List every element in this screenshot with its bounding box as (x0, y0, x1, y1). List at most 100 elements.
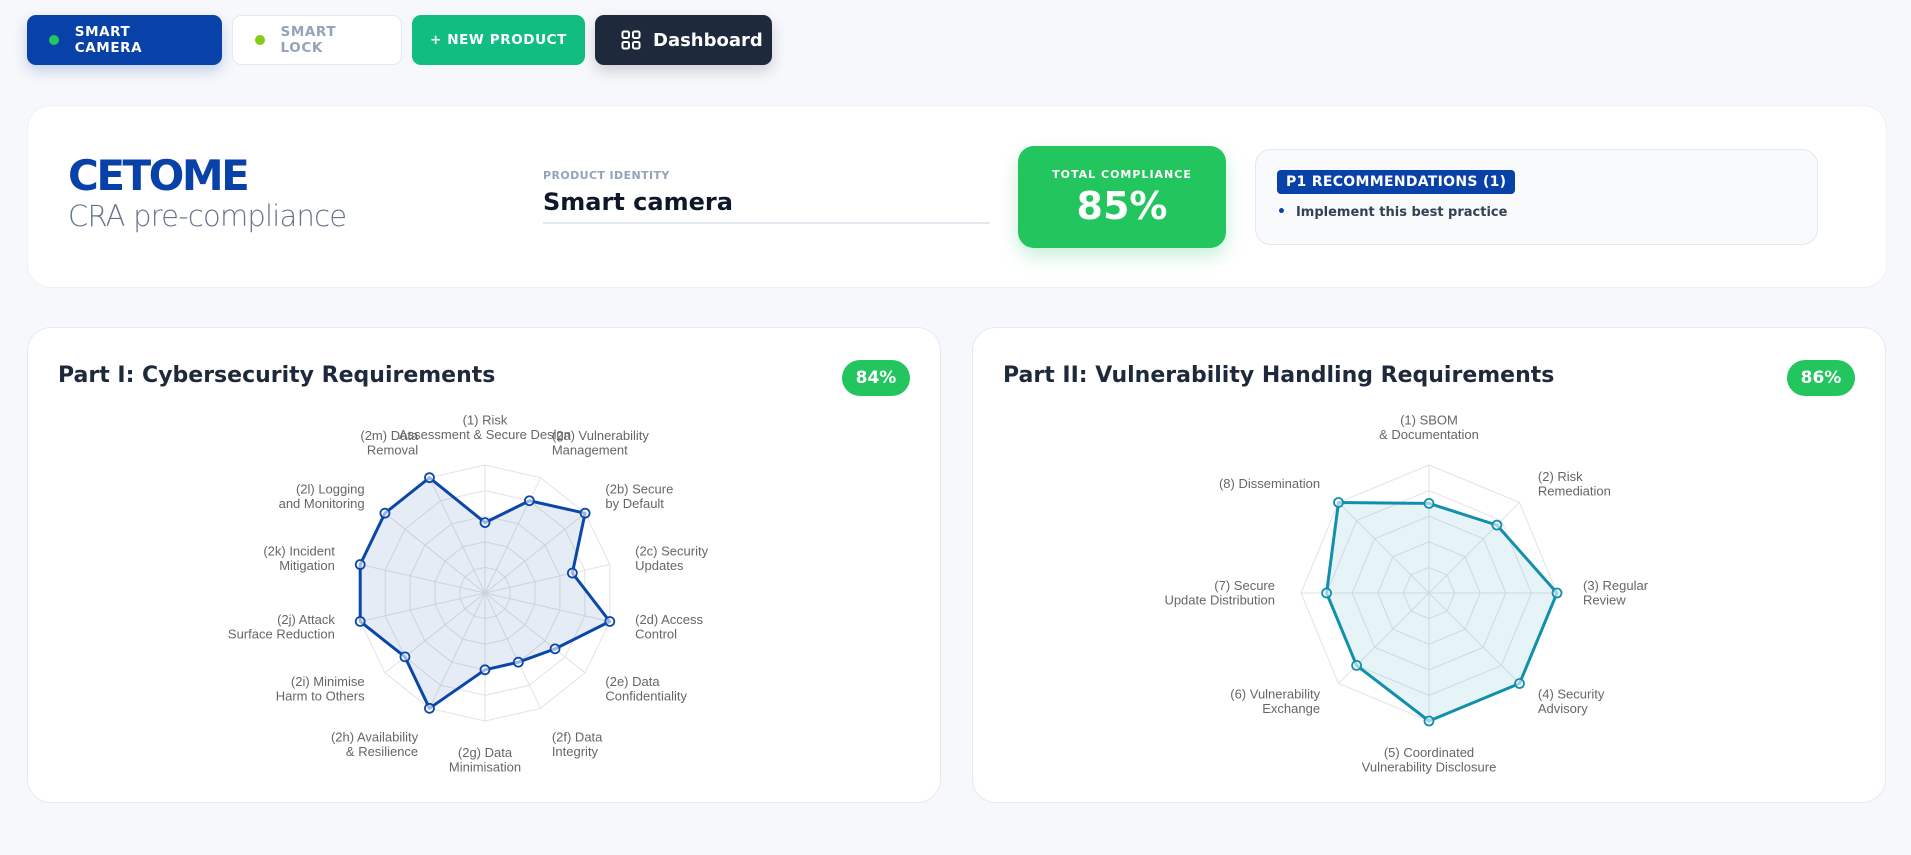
axis-label-line: Management (552, 442, 628, 457)
axis-label-line: (2l) Logging (296, 482, 365, 497)
total-compliance-card: TOTAL COMPLIANCE 85% (1018, 146, 1226, 248)
axis-label: (2c) Security Updates (635, 543, 708, 573)
series-area (1325, 500, 1559, 723)
grid-spoke (484, 592, 541, 709)
axis-label-line: Confidentiality (605, 688, 687, 703)
axis-label-line: Harm to Others (276, 688, 365, 703)
grid-spoke (384, 512, 486, 594)
radar-chart-part-1: (1) Risk Assessment & Secure Design(2a) V… (228, 413, 709, 775)
axis-label-line: Surface Reduction (228, 627, 335, 642)
product-identity: PRODUCT IDENTITY Smart camera (543, 169, 990, 224)
new-product-button[interactable]: + NEW PRODUCT (412, 15, 585, 65)
axis-label-line: (2i) Minimise (291, 674, 365, 689)
data-point[interactable] (1514, 678, 1525, 689)
data-point[interactable] (1351, 660, 1362, 671)
brand-logo: CETOME (68, 151, 250, 200)
axis-label-line: (3) Regular (1583, 578, 1649, 593)
axis-label-line: (2g) Data (458, 745, 513, 760)
axis-label-line: Exchange (1262, 701, 1320, 716)
axis-label: (1) Risk Assessment & Secure Design (399, 413, 571, 443)
axis-label-line: Update Distribution (1164, 592, 1275, 607)
data-point[interactable] (579, 507, 591, 519)
axis-label-line: (2a) Vulnerability (552, 428, 650, 443)
grid-spoke (484, 592, 610, 622)
axis-label-line: (2h) Availability (331, 730, 419, 745)
compliance-value: 85% (1076, 184, 1168, 228)
data-point[interactable] (424, 702, 435, 714)
axis-label-line: Updates (635, 558, 684, 573)
grid-spoke (360, 592, 486, 622)
data-point[interactable] (424, 472, 435, 484)
dashboard-button[interactable]: Dashboard (595, 15, 772, 65)
axis-label-line: by Default (605, 496, 664, 511)
data-point[interactable] (479, 664, 491, 676)
new-product-label: + NEW PRODUCT (430, 32, 567, 48)
axis-label-line: (2) Risk (1538, 469, 1583, 484)
card-title: Part I: Cybersecurity Requirements (58, 363, 496, 388)
brand-block: CETOME CRA pre-compliance (68, 151, 347, 233)
axis-label-line: (2j) Attack (277, 612, 335, 627)
data-point[interactable] (354, 559, 366, 570)
data-point[interactable] (379, 507, 391, 519)
data-point[interactable] (512, 656, 524, 668)
axis-label: (2j) Attack Surface Reduction (228, 612, 335, 642)
axis-label: (2k) Incident Mitigation (263, 543, 335, 573)
axis-label: (2m) Data Removal (360, 428, 419, 458)
axis-label-line: (1) SBOM (1400, 413, 1458, 428)
grid-spoke (484, 512, 586, 594)
data-point[interactable] (1321, 587, 1333, 599)
axis-label-line: (7) Secure (1214, 578, 1275, 593)
axis-label-line: (2b) Secure (605, 482, 673, 497)
product-tabs: SMART CAMERA SMART LOCK + NEW PRODUCT Da… (27, 15, 772, 65)
axis-label: (2a) Vulnerability Management (552, 428, 650, 458)
product-name-field[interactable]: Smart camera (543, 188, 990, 224)
axis-label-line: (2d) Access (635, 612, 703, 627)
axis-label: (1) SBOM & Documentation (1379, 413, 1479, 443)
data-point[interactable] (1423, 497, 1435, 509)
recommendations-panel: P1 RECOMMENDATIONS (1) Implement this be… (1255, 149, 1818, 245)
status-dot (49, 35, 59, 45)
header-card: CETOME CRA pre-compliance PRODUCT IDENTI… (27, 105, 1887, 288)
data-point[interactable] (1551, 587, 1563, 599)
tab-smart-camera[interactable]: SMART CAMERA (27, 15, 222, 65)
grid-spoke (360, 564, 486, 594)
axis-label: (2i) Minimise Harm to Others (276, 674, 365, 704)
axis-label-line: Removal (367, 442, 418, 457)
part-2-card: Part II: Vulnerability Handling Requirem… (972, 327, 1886, 803)
data-point[interactable] (1491, 519, 1503, 531)
data-point[interactable] (566, 567, 578, 579)
data-point[interactable] (549, 643, 561, 655)
grid-spoke (1428, 592, 1520, 684)
axis-label: (2h) Availability & Resilience (331, 730, 419, 760)
axis-label-line: (2e) Data (605, 674, 660, 689)
card-title: Part II: Vulnerability Handling Requirem… (1003, 363, 1555, 388)
axis-label-line: Review (1583, 592, 1626, 607)
data-point[interactable] (354, 616, 366, 627)
data-point[interactable] (524, 495, 535, 507)
score-badge: 86% (1787, 360, 1855, 396)
data-point[interactable] (399, 651, 411, 663)
tab-smart-lock[interactable]: SMART LOCK (232, 15, 402, 65)
axis-label-line: & Resilience (346, 744, 418, 759)
axis-label-line: Advisory (1538, 701, 1588, 716)
data-point[interactable] (604, 616, 616, 627)
grid-spoke (484, 564, 610, 594)
axis-label-line: (4) Security (1538, 687, 1605, 702)
part-1-card: Part I: Cybersecurity Requirements 84% (… (27, 327, 941, 803)
grid-spoke (1428, 502, 1520, 594)
data-point[interactable] (1423, 715, 1435, 727)
score-badge: 84% (842, 360, 910, 396)
identity-label: PRODUCT IDENTITY (543, 169, 670, 182)
axis-label: (4) Security Advisory (1538, 687, 1605, 717)
axis-label: (2g) Data Minimisation (449, 745, 521, 775)
data-point[interactable] (1333, 497, 1344, 508)
recommendations-list: Implement this best practice (1277, 204, 1796, 220)
axis-label-line: and Monitoring (279, 496, 365, 511)
status-dot (255, 35, 265, 45)
compliance-label: TOTAL COMPLIANCE (1052, 168, 1192, 181)
axis-label: (2b) Secure by Default (605, 482, 673, 512)
data-point[interactable] (479, 517, 491, 529)
tab-label: SMART LOCK (280, 24, 337, 56)
grid-spoke (484, 592, 586, 674)
radar-chart-part-2: (1) SBOM & Documentation (2) Risk Remediati… (1164, 413, 1649, 775)
